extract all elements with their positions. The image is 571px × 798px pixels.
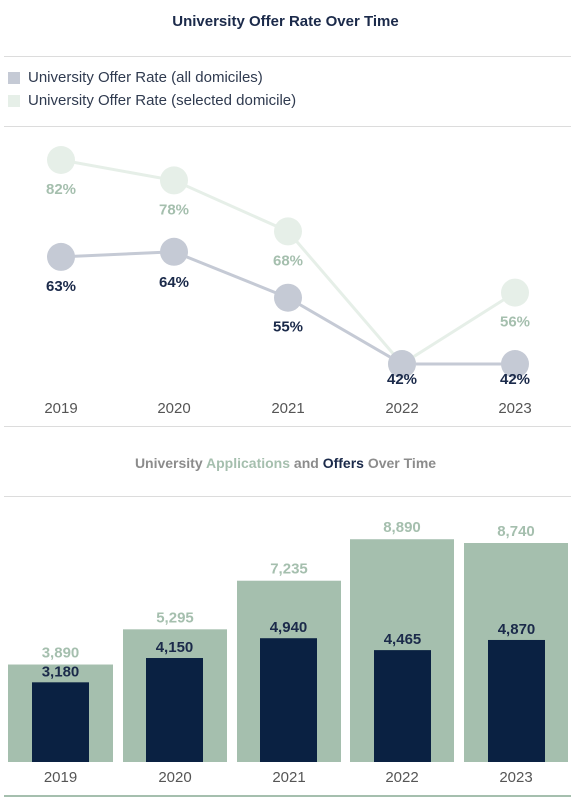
data-label: 56% (500, 314, 530, 331)
data-label: 64% (159, 274, 189, 291)
applications-label: 8,890 (383, 519, 421, 536)
bar-title-part: University (134, 455, 207, 471)
bar-title-applications: Applications (206, 455, 291, 471)
divider (4, 426, 571, 427)
x-tick-label: 2019 (44, 769, 77, 786)
x-tick-label: 2020 (157, 400, 190, 417)
applications-label: 8,740 (497, 523, 535, 540)
data-label: 63% (46, 278, 76, 295)
data-point (274, 283, 302, 312)
data-label: 42% (387, 371, 417, 388)
offers-label: 4,940 (270, 619, 308, 636)
legend-swatch-all-domiciles (8, 71, 20, 84)
data-label: 42% (500, 371, 530, 388)
offers-label: 3,180 (42, 663, 80, 680)
bar-title-part: and (290, 455, 323, 471)
data-point (274, 217, 302, 246)
x-tick-label: 2023 (498, 400, 531, 417)
bottom-axis-line (4, 795, 571, 797)
line-chart-title: University Offer Rate Over Time (172, 13, 399, 30)
legend-label-selected-domicile: University Offer Rate (selected domicile… (28, 92, 297, 109)
data-label: 55% (273, 319, 303, 336)
applications-label: 7,235 (270, 561, 308, 578)
data-label: 78% (159, 201, 189, 218)
x-tick-label: 2022 (385, 769, 418, 786)
x-tick-label: 2019 (44, 400, 77, 417)
data-point (501, 350, 529, 378)
bar-offers (32, 682, 89, 762)
bar-offers (146, 658, 203, 762)
legend-label-all-domiciles: University Offer Rate (all domiciles) (28, 69, 263, 86)
data-point (501, 278, 529, 307)
legend-swatch-selected-domicile (8, 94, 20, 107)
line-chart: 63% 64% 55% 42% 42% 82% 78% 68% 56% 2019 2020 2021 2… (44, 146, 532, 417)
x-tick-label: 2022 (385, 400, 418, 417)
legend: University Offer Rate (all domiciles) Un… (8, 66, 296, 112)
offers-label: 4,870 (498, 621, 536, 638)
data-point (47, 146, 75, 174)
divider (4, 496, 571, 497)
divider (4, 56, 571, 57)
applications-label: 3,890 (42, 645, 80, 662)
data-point (160, 166, 188, 195)
bar-chart-title: University Applications and Offers Over … (0, 455, 571, 471)
data-label: 82% (46, 181, 76, 198)
data-point (160, 237, 188, 266)
data-point (388, 350, 416, 378)
x-tick-label: 2020 (158, 769, 191, 786)
bar-offers (260, 638, 317, 762)
x-tick-label: 2021 (271, 400, 304, 417)
data-label: 68% (273, 252, 303, 269)
legend-item-all-domiciles[interactable]: University Offer Rate (all domiciles) (8, 66, 296, 89)
applications-label: 5,295 (156, 609, 194, 626)
offers-label: 4,150 (156, 639, 194, 656)
bar-title-part: Over Time (363, 455, 437, 471)
x-tick-label: 2021 (272, 769, 305, 786)
offers-label: 4,465 (384, 631, 422, 648)
data-point (47, 242, 75, 271)
bar-title-offers: Offers (322, 455, 364, 471)
x-tick-label: 2023 (499, 769, 532, 786)
bar-offers (488, 639, 545, 762)
bar-offers (374, 650, 431, 762)
legend-item-selected-domicile[interactable]: University Offer Rate (selected domicile… (8, 89, 296, 112)
divider (4, 126, 571, 127)
